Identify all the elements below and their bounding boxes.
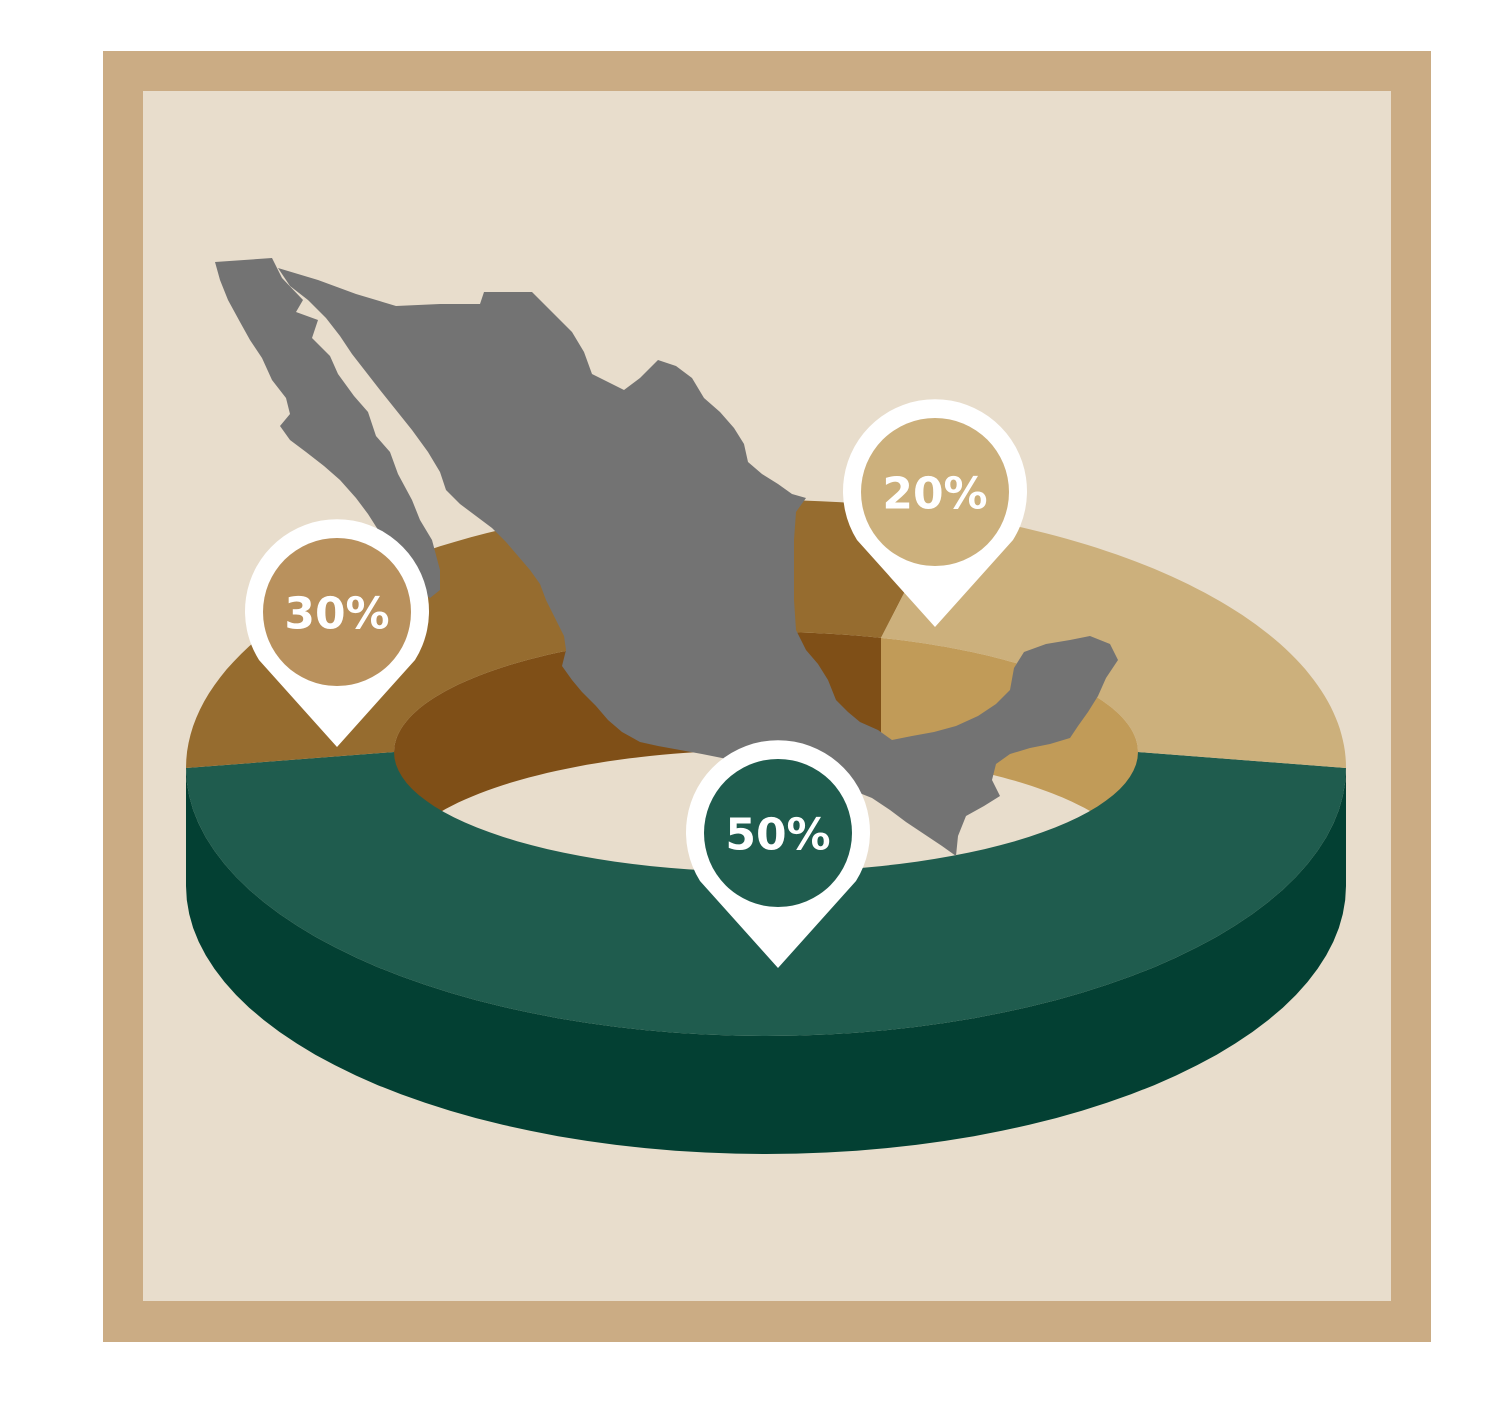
pin-disc-1 (263, 538, 411, 686)
pin-disc-2 (861, 418, 1009, 566)
donut-outer-wall-0 (186, 768, 1346, 1154)
slice-label-2: 20% (882, 469, 987, 520)
pin-layer: 50% 30% 20% (245, 399, 1027, 968)
map-pin-icon-2: 20% (843, 399, 1027, 627)
slice-label-0: 50% (725, 810, 830, 861)
donut-slice-2 (881, 513, 1346, 768)
mexico-map-icon (215, 258, 1118, 856)
slice-label-1: 30% (284, 589, 389, 640)
map-pin-icon-1: 30% (245, 519, 430, 747)
pin-disc-0 (704, 759, 852, 907)
map-pin-icon-0: 50% (686, 740, 871, 968)
